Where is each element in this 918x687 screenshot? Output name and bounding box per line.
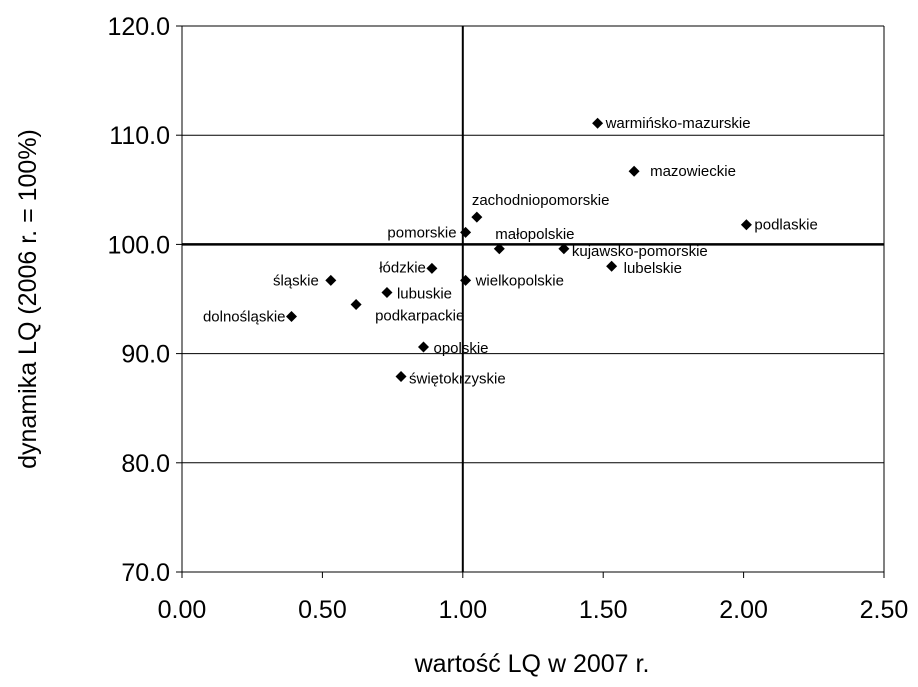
x-tick-label: 0.00 (158, 596, 207, 624)
point-label-podlaskie: podlaskie (754, 217, 817, 234)
point-label-zachodniopomorskie: zachodniopomorskie (472, 192, 610, 209)
point-label-dolnośląskie: dolnośląskie (203, 308, 286, 325)
data-point-kujawsko-pomorskie (558, 243, 570, 255)
data-point-podlaskie (740, 219, 752, 231)
x-tick-label: 2.00 (719, 596, 768, 624)
data-point-opolskie (417, 341, 429, 353)
point-label-małopolskie: małopolskie (495, 226, 574, 243)
data-point-wielkopolskie (460, 274, 472, 286)
point-label-kujawsko-pomorskie: kujawsko-pomorskie (572, 243, 708, 260)
y-tick-label: 70.0 (121, 559, 170, 587)
data-point-śląskie (325, 274, 337, 286)
point-label-podkarpackie: podkarpackie (375, 307, 464, 324)
point-label-łódzkie: łódzkie (379, 259, 426, 276)
data-point-lubelskie (606, 260, 618, 272)
tick-labels: 70.0 80.0 90.0 100.0 110.0 120.0 0.00 0.50 1.00 1… (107, 13, 908, 624)
data-point-pomorskie (460, 226, 472, 238)
x-tick-label: 1.50 (579, 596, 628, 624)
point-label-warmińsko-mazurskie: warmińsko-mazurskie (605, 115, 751, 132)
data-point-dolnośląskie (286, 310, 298, 322)
data-point-zachodniopomorskie (471, 211, 483, 223)
x-tick-label: 2.50 (860, 596, 909, 624)
point-labels: warmińsko-mazurskie mazowieckie zachodniop… (203, 115, 818, 387)
data-point-warmińsko-mazurskie (592, 117, 604, 129)
axes (176, 25, 885, 578)
data-point-łódzkie (426, 262, 438, 274)
data-point-lubuskie (381, 286, 393, 298)
y-tick-label: 90.0 (121, 341, 170, 369)
point-label-lubuskie: lubuskie (397, 285, 452, 302)
point-label-pomorskie: pomorskie (387, 224, 456, 241)
data-point-podkarpackie (350, 298, 362, 310)
y-tick-label: 120.0 (107, 13, 170, 41)
point-label-lubelskie: lubelskie (624, 260, 682, 277)
data-point-małopolskie (493, 243, 505, 255)
x-axis-title: wartość LQ w 2007 r. (414, 650, 650, 678)
point-label-mazowieckie: mazowieckie (650, 163, 736, 180)
data-point-świętokrzyskie (395, 371, 407, 383)
x-tick-label: 0.50 (298, 596, 347, 624)
y-tick-label: 100.0 (107, 231, 170, 259)
y-tick-label: 80.0 (121, 450, 170, 478)
y-tick-label: 110.0 (109, 122, 170, 150)
point-label-wielkopolskie: wielkopolskie (475, 272, 564, 289)
point-label-śląskie: śląskie (273, 272, 319, 289)
point-label-opolskie: opolskie (433, 340, 488, 357)
x-tick-label: 1.00 (438, 596, 487, 624)
y-axis-title: dynamika LQ (2006 r. = 100%) (14, 129, 42, 469)
data-point-mazowieckie (628, 165, 640, 177)
data-points (286, 117, 752, 383)
point-label-świętokrzyskie: świętokrzyskie (409, 371, 506, 388)
